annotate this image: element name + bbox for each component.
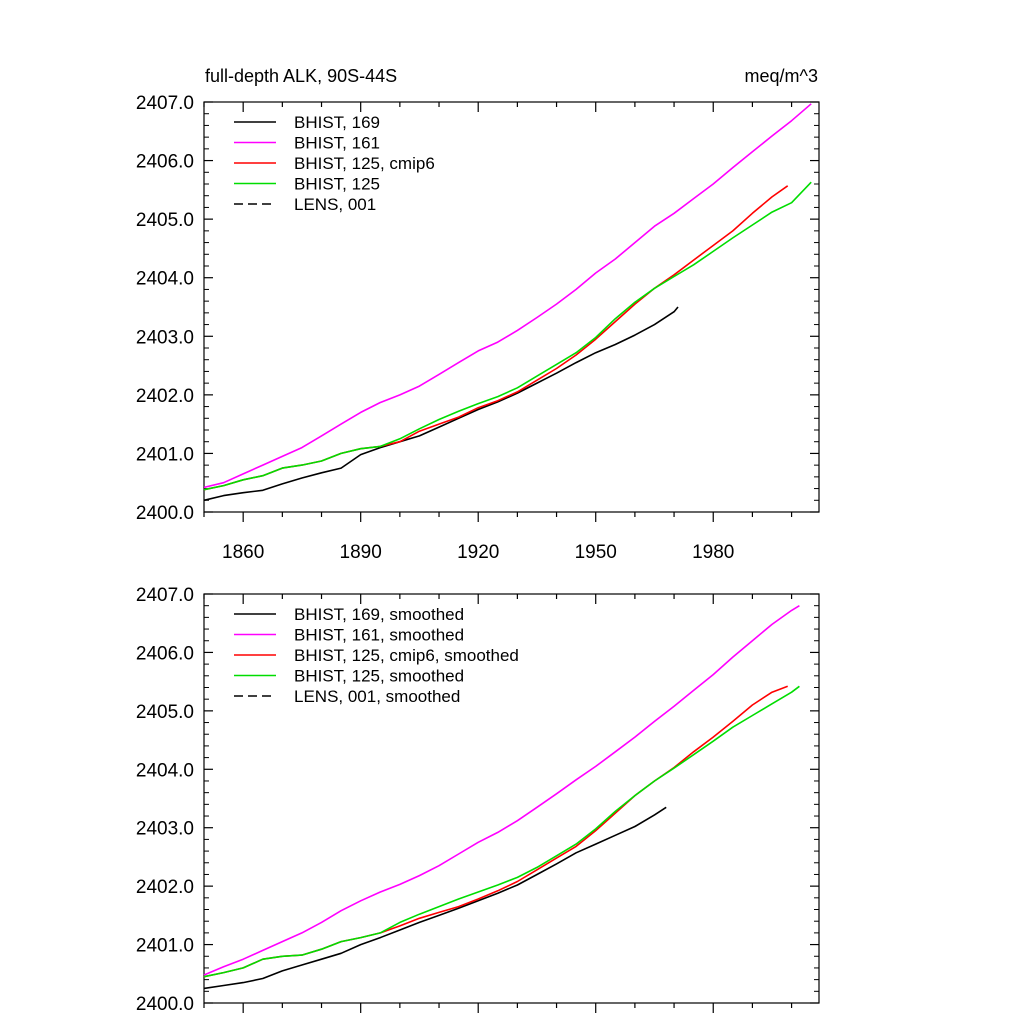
x-tick-label: 1980: [692, 542, 734, 563]
series-line-2: [203, 685, 788, 978]
y-tick-label: 2406.0: [136, 643, 194, 664]
y-tick-label: 2401.0: [136, 444, 194, 465]
y-tick-label: 2407.0: [136, 93, 194, 114]
y-tick-label: 2401.0: [136, 936, 194, 957]
y-tick-label: 2405.0: [136, 702, 194, 723]
y-tick-label: 2403.0: [136, 327, 194, 348]
y-tick-label: 2400.0: [136, 503, 194, 524]
plot-frame: [203, 101, 820, 513]
series-line-3: [203, 685, 800, 978]
x-tick-label: 1920: [457, 542, 499, 563]
series-line-1: [203, 605, 800, 976]
panel-bottom: 2400.0 2401.0 2402.0 2403.0 2404.0 2405.0 2406…: [136, 585, 820, 1015]
series-line-3: [203, 181, 812, 491]
y-tick-label: 2406.0: [136, 152, 194, 173]
plot-frame: [203, 593, 820, 1004]
legend-label: LENS, 001, smoothed: [294, 687, 460, 706]
panel-top: 2400.0 2401.0 2402.0 2403.0 2404.0 2405.0 2406…: [136, 66, 820, 563]
series-line-0: [203, 806, 667, 990]
y-tick-label: 2404.0: [136, 760, 194, 781]
x-tick-label: 1950: [575, 542, 617, 563]
legend-label: BHIST, 125, cmip6: [294, 154, 435, 173]
y-tick-label: 2405.0: [136, 210, 194, 231]
series-line-2: [203, 185, 789, 491]
chart-title: full-depth ALK, 90S-44S: [205, 66, 397, 86]
legend-label: BHIST, 125, smoothed: [294, 667, 464, 686]
y-tick-label: 2403.0: [136, 819, 194, 840]
legend-label: BHIST, 169: [294, 113, 380, 132]
y-tick-label: 2402.0: [136, 386, 194, 407]
y-tick-label: 2402.0: [136, 877, 194, 898]
x-tick-label: 1860: [222, 542, 264, 563]
y-tick-label: 2407.0: [136, 585, 194, 606]
legend-label: LENS, 001: [294, 195, 376, 214]
y-tick-label: 2400.0: [136, 994, 194, 1015]
x-tick-label: 1890: [340, 542, 382, 563]
legend-label: BHIST, 161: [294, 134, 380, 153]
series-line-1: [203, 103, 812, 489]
legend-label: BHIST, 161, smoothed: [294, 626, 464, 645]
legend-label: BHIST, 169, smoothed: [294, 605, 464, 624]
chart-units: meq/m^3: [745, 66, 818, 86]
series-line-0: [203, 306, 679, 502]
y-tick-label: 2404.0: [136, 269, 194, 290]
legend-label: BHIST, 125: [294, 175, 380, 194]
legend-label: BHIST, 125, cmip6, smoothed: [294, 646, 519, 665]
